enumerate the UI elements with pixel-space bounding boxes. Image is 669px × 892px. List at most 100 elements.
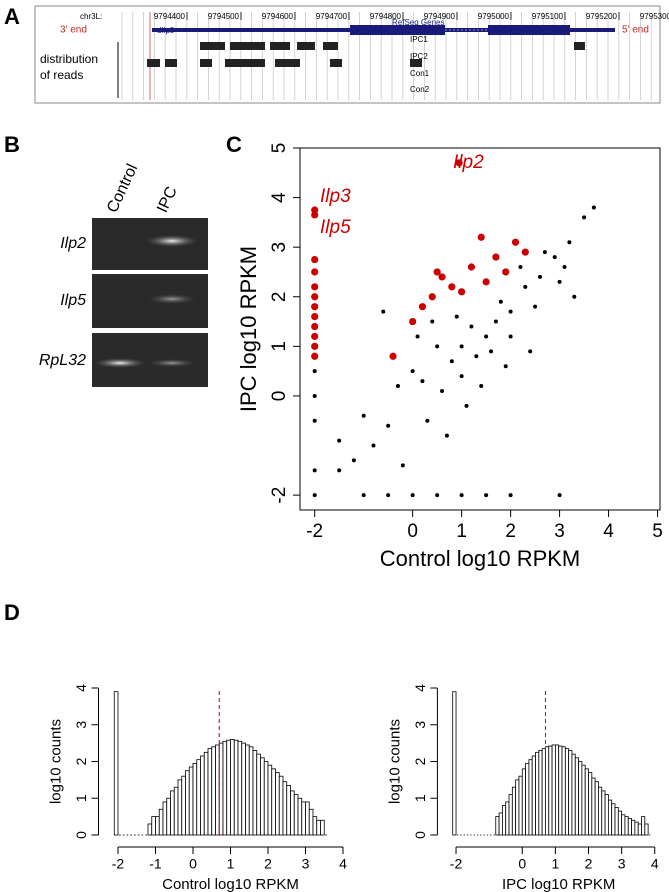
y-tick-label: 4 xyxy=(269,192,290,203)
bar xyxy=(230,739,235,836)
point xyxy=(400,463,405,468)
point xyxy=(337,468,342,473)
chart: -2 0 1 2 3 4 5 -2 0 1 2 3 4 5 Control log10 RPKM IPC lo… xyxy=(236,143,663,571)
y-tick-label: 2 xyxy=(412,757,428,765)
point xyxy=(459,493,464,498)
reads-label: of reads xyxy=(40,68,83,82)
point xyxy=(435,344,440,349)
point xyxy=(312,468,317,473)
bar xyxy=(637,823,642,836)
point xyxy=(528,349,533,354)
point xyxy=(542,250,547,255)
read-block xyxy=(165,59,177,67)
bar xyxy=(316,819,321,836)
point xyxy=(438,273,446,281)
point xyxy=(351,458,356,463)
gel-panel: Control IPC Ilp2 Ilp5 RpL32 xyxy=(39,162,208,387)
point xyxy=(430,319,435,324)
bar xyxy=(312,816,318,836)
y-tick-label: 4 xyxy=(73,684,89,692)
bar xyxy=(551,744,556,836)
y-tick-label: 5 xyxy=(269,143,290,154)
bar xyxy=(594,781,599,836)
sample-label: Con1 xyxy=(410,69,430,78)
genome-browser: chr3L: 9794400 9794500 9794600 9794700 97948… xyxy=(34,5,669,104)
bar xyxy=(644,823,649,836)
point xyxy=(395,384,400,389)
point xyxy=(420,379,425,384)
x-tick-label: 4 xyxy=(339,856,347,872)
x-tick-label: 2 xyxy=(264,856,272,872)
point xyxy=(440,388,445,393)
bar xyxy=(263,761,269,836)
point xyxy=(312,393,317,398)
bar xyxy=(252,750,258,836)
bar xyxy=(498,812,503,836)
point xyxy=(433,268,441,276)
read-block xyxy=(330,59,342,67)
bar xyxy=(207,748,213,836)
bar xyxy=(222,740,228,836)
x-tick-label: 1 xyxy=(456,521,467,542)
bar xyxy=(301,801,306,836)
point xyxy=(410,369,415,374)
panel-label: A xyxy=(4,4,20,29)
bar xyxy=(185,770,190,836)
bar xyxy=(181,775,186,836)
bar xyxy=(260,757,265,836)
bar xyxy=(290,790,295,836)
bar xyxy=(528,759,533,836)
point xyxy=(311,313,319,321)
bar xyxy=(561,746,566,836)
y-tick-label: 0 xyxy=(269,391,290,402)
point xyxy=(572,294,577,299)
bar xyxy=(554,744,560,836)
bar xyxy=(241,742,246,836)
point xyxy=(477,233,485,241)
point xyxy=(311,211,319,219)
bar xyxy=(245,744,250,836)
bar xyxy=(162,801,168,836)
point xyxy=(467,263,476,271)
chart: -2 -1 0 1 2 3 4 0 1 2 3 4 Control log10 RPKM log10 co… xyxy=(47,684,347,892)
x-tick-label: -1 xyxy=(149,856,162,872)
point xyxy=(389,352,397,360)
position-label: 9794600 xyxy=(262,12,294,21)
point xyxy=(435,493,440,498)
point xyxy=(484,334,489,339)
y-tick-label: -2 xyxy=(269,487,290,504)
read-block xyxy=(225,59,265,67)
point xyxy=(464,403,469,408)
point xyxy=(582,215,587,220)
read-block xyxy=(200,59,212,67)
bar xyxy=(297,797,303,836)
point xyxy=(444,433,449,438)
positions: 9794400 9794500 9794600 9794700 9794800 97949… xyxy=(154,12,669,21)
bar xyxy=(588,772,593,836)
x-tick-label: 5 xyxy=(652,521,663,542)
bar xyxy=(113,691,119,836)
y-tick-label: 3 xyxy=(412,721,428,729)
x-axis-label: IPC log10 RPKM xyxy=(502,876,615,892)
three-prime-label: 3’ end xyxy=(60,25,87,36)
point xyxy=(469,324,474,329)
point xyxy=(459,374,464,379)
y-axis-label: log10 counts xyxy=(47,719,64,804)
bar xyxy=(256,753,261,836)
bar xyxy=(305,801,310,836)
browser-grid xyxy=(121,12,652,100)
bar xyxy=(282,781,288,836)
panel-label: D xyxy=(4,600,20,625)
panel-label: C xyxy=(226,132,242,157)
bar xyxy=(564,748,570,836)
point xyxy=(311,206,319,214)
bar xyxy=(192,762,198,836)
y-tick-label: 3 xyxy=(73,721,89,729)
bar xyxy=(568,750,573,836)
point xyxy=(518,265,523,270)
read-block xyxy=(410,59,422,67)
browser-frame xyxy=(34,5,661,104)
point xyxy=(311,332,319,341)
point xyxy=(557,279,562,284)
